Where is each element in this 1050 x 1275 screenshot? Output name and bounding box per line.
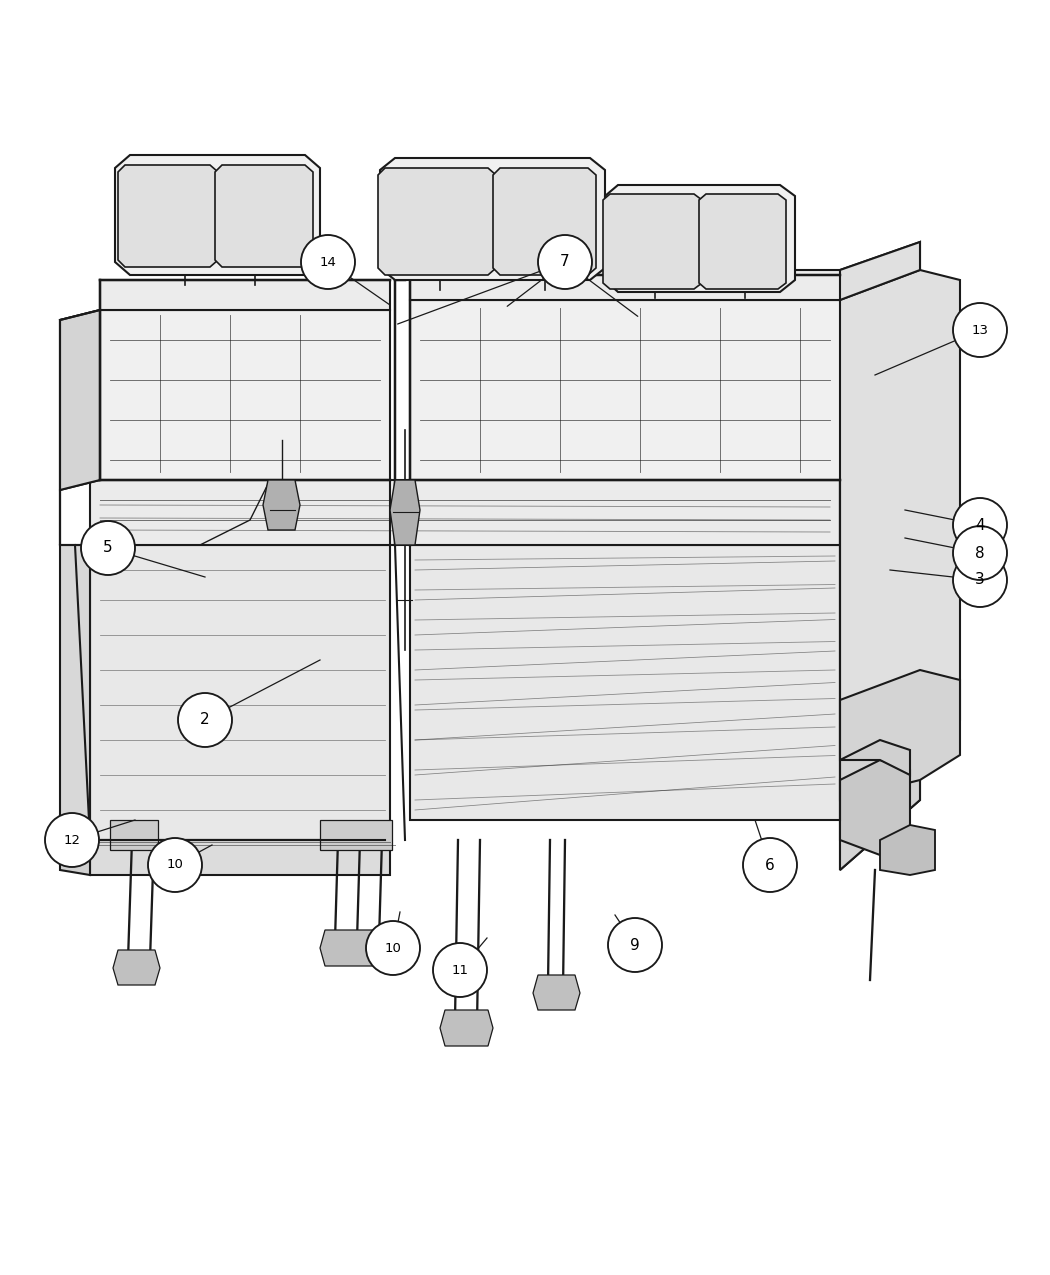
Circle shape: [953, 303, 1007, 357]
Text: 5: 5: [103, 541, 112, 556]
Polygon shape: [533, 975, 580, 1010]
Circle shape: [178, 694, 232, 747]
Text: 3: 3: [975, 572, 985, 588]
Text: 13: 13: [971, 324, 988, 337]
Polygon shape: [840, 750, 920, 870]
Polygon shape: [380, 158, 605, 280]
Polygon shape: [410, 479, 920, 820]
Polygon shape: [60, 310, 100, 544]
Polygon shape: [90, 479, 390, 544]
Polygon shape: [60, 544, 90, 840]
Polygon shape: [440, 1010, 494, 1046]
Polygon shape: [603, 194, 702, 289]
Polygon shape: [494, 168, 596, 275]
Text: 4: 4: [975, 518, 985, 533]
Circle shape: [953, 499, 1007, 552]
Circle shape: [953, 553, 1007, 607]
Polygon shape: [840, 669, 960, 799]
Polygon shape: [90, 479, 920, 544]
Circle shape: [301, 235, 355, 289]
Circle shape: [538, 235, 592, 289]
Text: 9: 9: [630, 937, 639, 952]
Text: 11: 11: [452, 964, 468, 977]
Polygon shape: [90, 544, 390, 840]
Polygon shape: [118, 164, 218, 266]
Circle shape: [81, 521, 135, 575]
Text: 8: 8: [975, 546, 985, 561]
Polygon shape: [840, 740, 910, 775]
Polygon shape: [110, 820, 158, 850]
Polygon shape: [262, 479, 300, 530]
Circle shape: [608, 918, 662, 972]
Text: 6: 6: [765, 858, 775, 872]
Polygon shape: [60, 310, 100, 490]
Text: 12: 12: [63, 834, 81, 847]
Polygon shape: [880, 825, 934, 875]
Polygon shape: [100, 280, 390, 310]
Polygon shape: [390, 479, 420, 544]
Circle shape: [45, 813, 99, 867]
Polygon shape: [116, 156, 320, 275]
Polygon shape: [215, 164, 313, 266]
Polygon shape: [840, 270, 960, 760]
Polygon shape: [410, 242, 920, 300]
Text: 14: 14: [319, 255, 336, 269]
Polygon shape: [378, 168, 496, 275]
Circle shape: [366, 921, 420, 975]
Polygon shape: [113, 950, 160, 986]
Text: 10: 10: [384, 941, 401, 955]
Polygon shape: [100, 310, 390, 479]
Polygon shape: [410, 479, 840, 544]
Text: 7: 7: [561, 255, 570, 269]
Circle shape: [433, 944, 487, 997]
Circle shape: [743, 838, 797, 892]
Polygon shape: [320, 820, 392, 850]
Polygon shape: [320, 929, 393, 966]
Text: 2: 2: [201, 713, 210, 728]
Circle shape: [148, 838, 202, 892]
Polygon shape: [605, 185, 795, 292]
Polygon shape: [60, 840, 90, 875]
Polygon shape: [699, 194, 786, 289]
Polygon shape: [90, 840, 390, 875]
Polygon shape: [840, 760, 910, 856]
Polygon shape: [840, 242, 920, 300]
Text: 10: 10: [167, 858, 184, 872]
Circle shape: [953, 527, 1007, 580]
Polygon shape: [410, 270, 920, 479]
Polygon shape: [840, 479, 920, 870]
